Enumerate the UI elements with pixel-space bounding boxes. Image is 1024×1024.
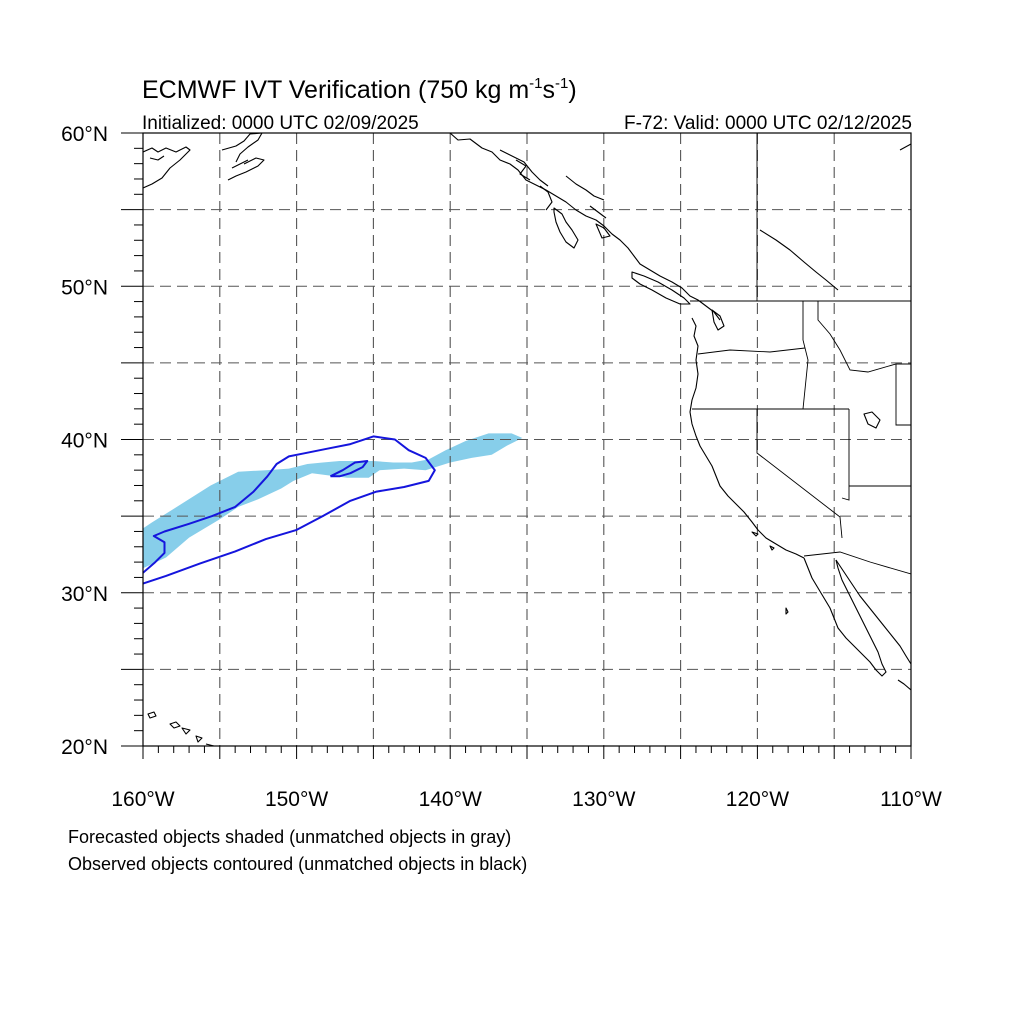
coastlines bbox=[143, 133, 911, 746]
lon-label: 150°W bbox=[265, 788, 328, 811]
lat-label: 30°N bbox=[61, 583, 108, 606]
lat-label: 20°N bbox=[61, 736, 108, 759]
lat-label: 60°N bbox=[61, 123, 108, 146]
gridlines bbox=[143, 133, 911, 746]
lon-label: 140°W bbox=[419, 788, 482, 811]
valid-time-label: F-72: Valid: 0000 UTC 02/12/2025 bbox=[624, 113, 912, 134]
latitude-labels: 60°N 50°N 40°N 30°N 20°N bbox=[61, 123, 108, 759]
lon-label: 160°W bbox=[111, 788, 174, 811]
axis-ticks bbox=[121, 132, 912, 759]
longitude-labels: 160°W 150°W 140°W 130°W 120°W 110°W bbox=[111, 788, 942, 811]
observed-contour-1 bbox=[143, 435, 436, 585]
lat-label: 40°N bbox=[61, 430, 108, 453]
forecast-footnote: Forecasted objects shaded (unmatched obj… bbox=[68, 827, 511, 847]
forecast-objects bbox=[143, 433, 523, 569]
lon-label: 110°W bbox=[880, 788, 942, 811]
observed-objects bbox=[143, 435, 436, 585]
forecast-object-1 bbox=[143, 433, 523, 569]
init-time-label: Initialized: 0000 UTC 02/09/2025 bbox=[142, 113, 419, 134]
lon-label: 120°W bbox=[726, 788, 789, 811]
figure-title: ECMWF IVT Verification (750 kg m-1s-1) bbox=[142, 75, 577, 104]
observed-contour-2 bbox=[329, 460, 369, 478]
political-borders bbox=[690, 133, 911, 575]
observed-footnote: Observed objects contoured (unmatched ob… bbox=[68, 854, 527, 874]
lat-label: 50°N bbox=[61, 276, 108, 299]
map-plot-area bbox=[121, 132, 912, 759]
lon-label: 130°W bbox=[572, 788, 635, 811]
